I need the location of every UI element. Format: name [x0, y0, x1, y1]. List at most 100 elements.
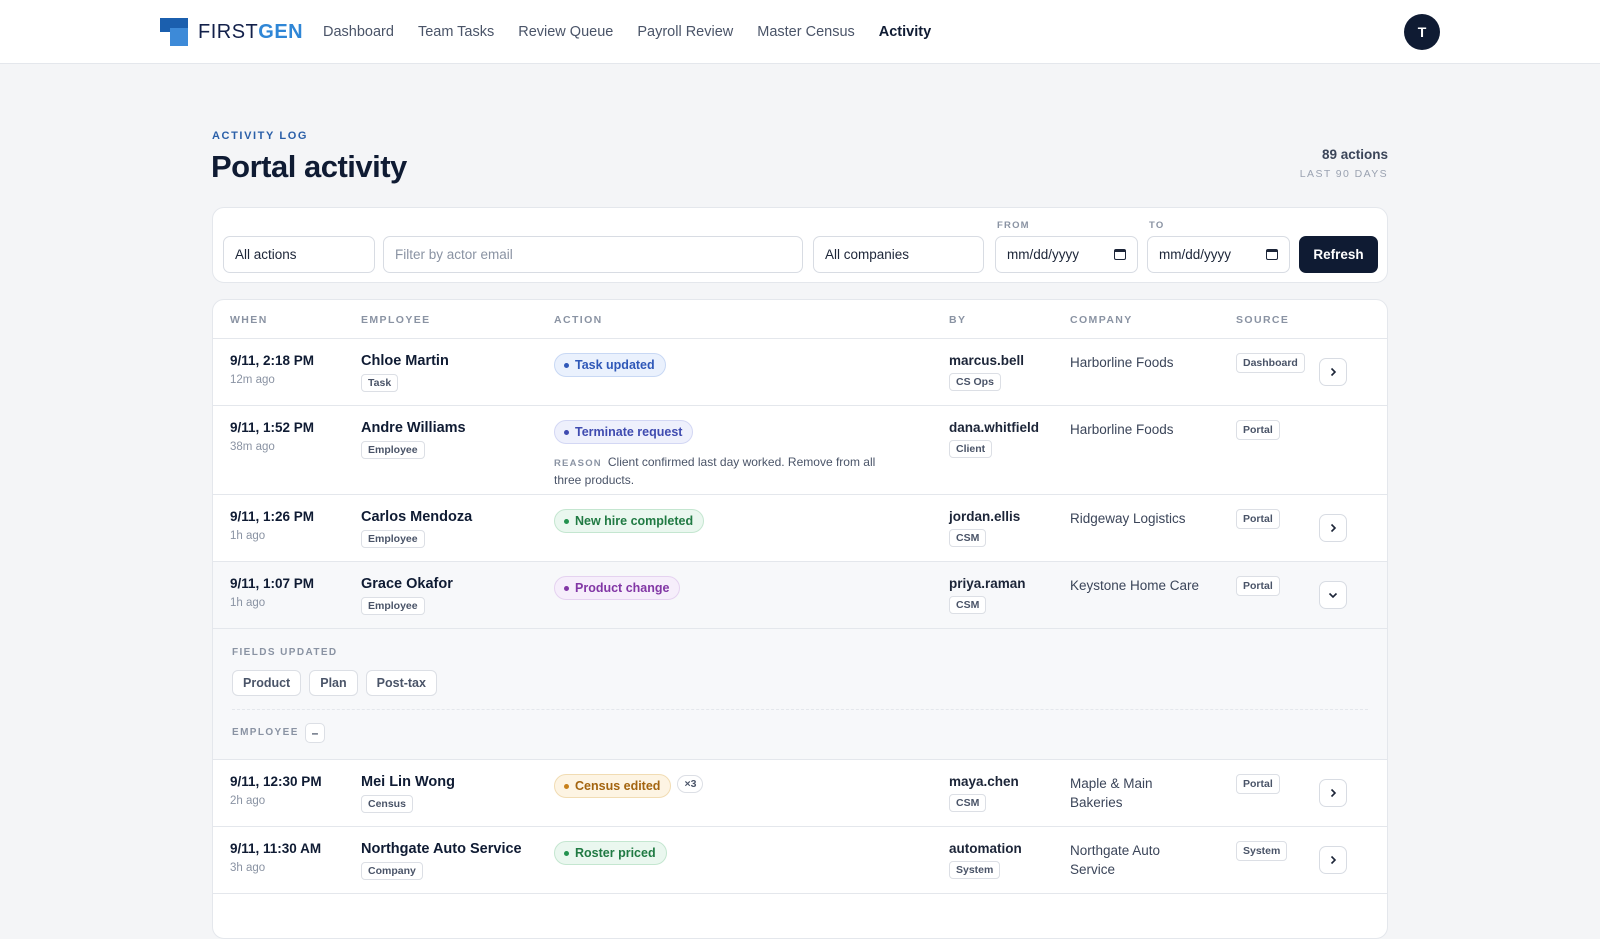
table-header: WHEN EMPLOYEE ACTION BY COMPANY SOURCE	[213, 300, 1387, 339]
row-actor: priya.raman	[949, 576, 1026, 591]
action-badge: Census edited	[554, 774, 672, 798]
row-source: Dashboard	[1236, 353, 1305, 373]
field-chip: Plan	[309, 670, 358, 696]
row-actor: automation	[949, 841, 1022, 856]
company-select[interactable]: All companies	[813, 236, 984, 273]
action-type-select[interactable]: All actions	[223, 236, 375, 273]
action-count-period: LAST 90 DAYS	[1299, 168, 1388, 180]
refresh-button[interactable]: Refresh	[1299, 236, 1378, 273]
calendar-icon[interactable]	[1266, 249, 1278, 260]
row-employee[interactable]: Andre Williams	[361, 420, 466, 436]
row-company: Maple & Main Bakeries	[1070, 776, 1153, 810]
row-employee[interactable]: Northgate Auto Service	[361, 841, 522, 857]
to-date-input[interactable]: mm/dd/yyyy	[1147, 236, 1290, 273]
row-company: Keystone Home Care	[1070, 578, 1200, 593]
fields-updated-list: Product Plan Post-tax	[232, 670, 437, 696]
firstgen-logo[interactable]: FIRSTGEN	[160, 18, 303, 46]
expand-row-button[interactable]	[1319, 358, 1347, 386]
row-role-tag: System	[949, 861, 1001, 879]
from-label: FROM	[997, 220, 1030, 231]
employee-section-toggle[interactable]: –	[305, 723, 325, 743]
row-actor: maya.chen	[949, 774, 1019, 789]
row-role-tag: CSM	[949, 596, 987, 614]
reason-label: REASON	[554, 458, 602, 469]
table-row[interactable]: 9/11, 1:52 PM 38m ago Andre Williams Emplo…	[213, 406, 1387, 495]
status-dot-icon	[564, 429, 569, 435]
row-actor: dana.whitfield	[949, 420, 1040, 435]
row-employee[interactable]: Chloe Martin	[361, 353, 449, 369]
row-employee[interactable]: Grace Okafor	[361, 576, 453, 592]
main-nav: Dashboard Team Tasks Review Queue Payrol…	[323, 0, 931, 64]
nav-master-census[interactable]: Master Census	[757, 24, 855, 40]
col-by: BY	[949, 314, 967, 326]
row-when: 9/11, 1:07 PM	[230, 576, 315, 591]
field-chip: Post-tax	[365, 670, 437, 696]
action-badge: Roster priced	[554, 841, 667, 865]
action-badge: Task updated	[554, 353, 666, 377]
row-type-tag: Employee	[361, 597, 425, 615]
row-when: 9/11, 11:30 AM	[230, 841, 322, 856]
action-label: New hire completed	[575, 514, 694, 528]
from-date-input[interactable]: mm/dd/yyyy	[995, 236, 1138, 273]
field-chip: Product	[232, 670, 302, 696]
row-type-tag: Employee	[361, 441, 425, 459]
row-actor: marcus.bell	[949, 353, 1025, 368]
status-dot-icon	[564, 585, 569, 591]
status-dot-icon	[564, 783, 569, 789]
table-row-expanded[interactable]: 9/11, 1:07 PM 1h ago Grace Okafor Employee…	[213, 562, 1387, 629]
col-company: COMPANY	[1070, 314, 1133, 326]
table-row[interactable]: 9/11, 1:26 PM 1h ago Carlos Mendoza Employ…	[213, 495, 1387, 562]
chevron-right-icon	[1330, 523, 1337, 533]
expand-row-button[interactable]	[1319, 779, 1347, 807]
top-nav-bar: FIRSTGEN Dashboard Team Tasks Review Que…	[0, 0, 1600, 64]
user-avatar[interactable]: T	[1404, 14, 1440, 50]
action-badge: Terminate request	[554, 420, 694, 444]
row-source: Portal	[1236, 576, 1280, 596]
row-employee[interactable]: Mei Lin Wong	[361, 774, 455, 790]
row-details-panel: FIELDS UPDATED Product Plan Post-tax EMP…	[213, 629, 1387, 760]
row-type-tag: Employee	[361, 530, 425, 548]
row-source: Portal	[1236, 420, 1280, 440]
row-role-tag: CS Ops	[949, 373, 1001, 391]
reason-text: Client confirmed last day worked. Remove…	[554, 455, 876, 487]
action-count-value: 89 actions	[1321, 147, 1388, 162]
row-ago: 1h ago	[230, 597, 266, 609]
expand-row-button[interactable]	[1319, 846, 1347, 874]
row-company: Harborline Foods	[1070, 355, 1174, 370]
details-divider	[232, 709, 1368, 710]
actor-email-input[interactable]: Filter by actor email	[383, 236, 803, 273]
row-when: 9/11, 12:30 PM	[230, 774, 322, 789]
logo-gen: GEN	[258, 20, 304, 43]
row-employee[interactable]: Carlos Mendoza	[361, 509, 473, 525]
activity-table: WHEN EMPLOYEE ACTION BY COMPANY SOURCE 9…	[212, 299, 1388, 939]
table-row[interactable]: 9/11, 12:30 PM 2h ago Mei Lin Wong Census …	[213, 760, 1387, 827]
row-type-tag: Company	[361, 862, 423, 880]
row-source: Portal	[1236, 774, 1280, 794]
row-when: 9/11, 1:52 PM	[230, 420, 315, 435]
table-row[interactable]: 9/11, 2:18 PM 12m ago Chloe Martin Task Ta…	[213, 339, 1387, 406]
row-source: Portal	[1236, 509, 1280, 529]
row-role-tag: CSM	[949, 794, 987, 812]
row-actor: jordan.ellis	[949, 509, 1021, 524]
col-when: WHEN	[230, 314, 268, 326]
status-dot-icon	[564, 362, 569, 368]
row-role-tag: Client	[949, 440, 993, 458]
calendar-icon[interactable]	[1114, 249, 1126, 260]
logo-mark-icon	[160, 18, 188, 46]
to-date-value: mm/dd/yyyy	[1159, 247, 1232, 262]
expand-row-button[interactable]	[1319, 514, 1347, 542]
nav-review-queue[interactable]: Review Queue	[518, 24, 614, 40]
row-ago: 1h ago	[230, 530, 266, 542]
fields-updated-label: FIELDS UPDATED	[232, 647, 338, 658]
nav-team-tasks[interactable]: Team Tasks	[417, 24, 495, 40]
logo-first: FIRST	[198, 20, 259, 43]
nav-activity[interactable]: Activity	[878, 24, 932, 40]
nav-payroll-review[interactable]: Payroll Review	[637, 24, 734, 40]
nav-dashboard[interactable]: Dashboard	[323, 24, 394, 40]
collapse-row-button[interactable]	[1319, 581, 1347, 609]
row-type-tag: Census	[361, 795, 413, 813]
table-row[interactable]: 9/11, 11:30 AM 3h ago Northgate Auto Serv…	[213, 827, 1387, 894]
row-ago: 12m ago	[230, 374, 275, 386]
row-when: 9/11, 2:18 PM	[230, 353, 315, 368]
action-label: Task updated	[575, 358, 655, 372]
